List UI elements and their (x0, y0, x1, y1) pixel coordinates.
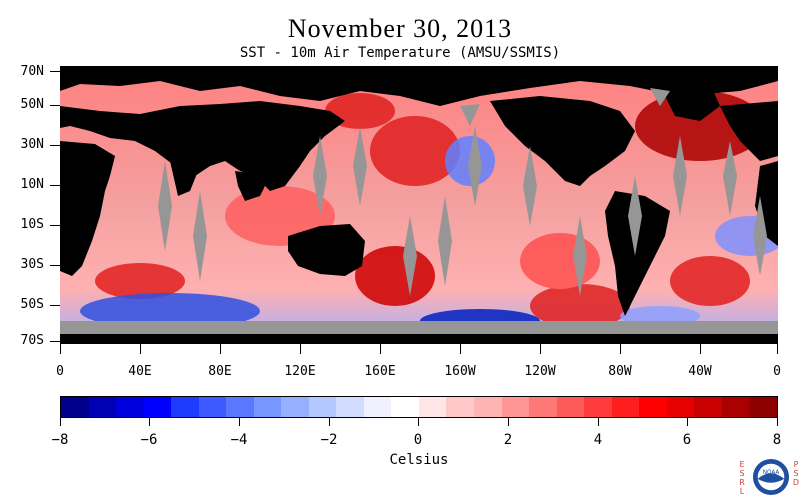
colorbar-swatch (363, 397, 392, 417)
land-north-america (490, 96, 635, 186)
land (60, 66, 778, 344)
colorbar-swatch (418, 397, 447, 417)
colorbar-swatch (611, 397, 640, 417)
colorbar-label-2: 2 (503, 432, 513, 448)
colorbar-swatch (556, 397, 585, 417)
lon-label-120e: 120E (284, 364, 316, 379)
psd-label: PSD (792, 460, 800, 487)
lon-label-120w: 120W (524, 364, 556, 379)
colorbar-label-8: 8 (772, 432, 782, 448)
lon-label-40e: 40E (128, 364, 152, 379)
colorbar-swatch (694, 397, 722, 417)
land-greenland (660, 84, 720, 121)
land-europe-right (720, 101, 778, 161)
colorbar-swatch (143, 397, 172, 417)
lon-label-160w: 160W (444, 364, 476, 379)
colorbar-swatch (501, 397, 530, 417)
colorbar-swatch (336, 397, 364, 417)
lat-label-50s: 50S (20, 297, 44, 312)
colorbar-swatch (308, 397, 337, 417)
lat-label-10s: 10S (20, 217, 44, 232)
land-antarctica (60, 331, 778, 344)
noaa-logo-text: NOAA (763, 470, 780, 476)
colorbar-unit: Celsius (389, 452, 449, 468)
colorbar (60, 396, 778, 418)
lat-label-10n: 10N (20, 177, 44, 192)
ice-missing (60, 88, 778, 334)
lon-label-0: 0 (56, 364, 64, 379)
colorbar-swatch (749, 397, 777, 417)
lon-label-160e: 160E (364, 364, 396, 379)
colorbar-swatch (639, 397, 667, 417)
colorbar-swatch (391, 397, 419, 417)
land-arctic-north (60, 66, 778, 106)
map-subtitle: SST - 10m Air Temperature (AMSU/SSMIS) (239, 45, 561, 61)
colorbar-swatch (116, 397, 144, 417)
lon-label-80e: 80E (208, 364, 232, 379)
lat-label-30n: 30N (20, 137, 44, 152)
colorbar-label-neg8: −8 (51, 432, 69, 448)
land-se-asia (235, 171, 270, 201)
land-south-america (605, 191, 670, 316)
land-india (170, 161, 200, 196)
land-eurasia (60, 101, 345, 191)
colorbar-swatch (473, 397, 502, 417)
colorbar-label-neg2: −2 (320, 432, 338, 448)
lon-label-80w: 80W (608, 364, 632, 379)
lon-label-0-end: 0 (773, 364, 781, 379)
colorbar-swatch (446, 397, 474, 417)
lat-label-70n: 70N (20, 64, 44, 79)
lat-label-70s: 70S (20, 333, 44, 348)
noaa-logo: NOAA (752, 458, 790, 496)
colorbar-swatch (198, 397, 227, 417)
colorbar-label-0: 0 (413, 432, 423, 448)
colorbar-label-6: 6 (682, 432, 692, 448)
colorbar-label-neg6: −6 (140, 432, 158, 448)
world-map (60, 66, 778, 344)
colorbar-swatch (253, 397, 282, 417)
colorbar-swatch (281, 397, 309, 417)
colorbar-swatch (226, 397, 254, 417)
lon-label-40w: 40W (688, 364, 712, 379)
colorbar-swatch (171, 397, 199, 417)
colorbar-swatch (721, 397, 750, 417)
colorbar-swatch (666, 397, 695, 417)
colorbar-swatch (88, 397, 117, 417)
colorbar-swatch (529, 397, 557, 417)
colorbar-label-4: 4 (593, 432, 603, 448)
land-africa-east (755, 161, 778, 246)
colorbar-swatch (61, 397, 89, 417)
lat-label-30s: 30S (20, 257, 44, 272)
colorbar-swatch (584, 397, 612, 417)
colorbar-label-neg4: −4 (230, 432, 248, 448)
land-africa (60, 141, 115, 276)
map-title: November 30, 2013 (287, 14, 513, 43)
lat-label-50n: 50N (20, 97, 44, 112)
esrl-label: ESRL (739, 460, 745, 496)
land-australia (288, 224, 365, 276)
